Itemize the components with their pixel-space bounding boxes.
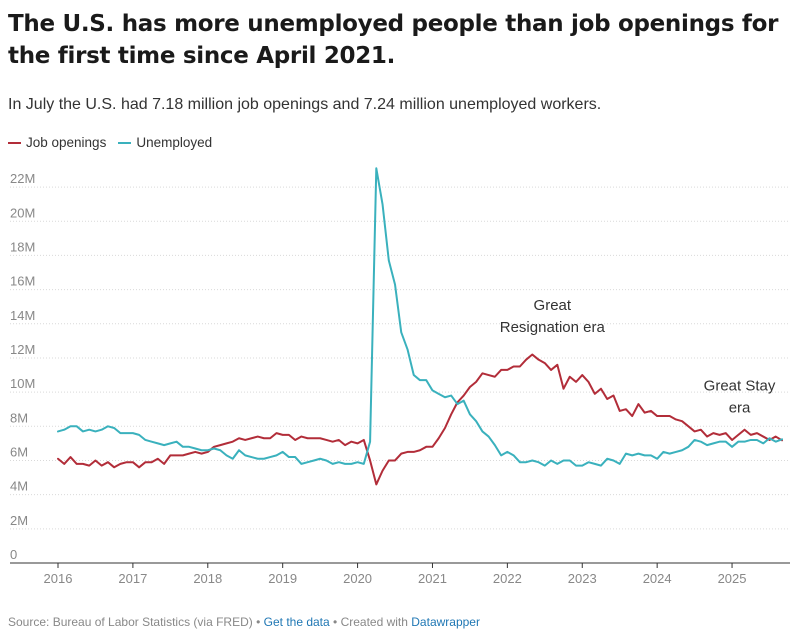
footer-source: Source: Bureau of Labor Statistics (via … <box>8 615 253 629</box>
footer-separator: • <box>252 615 264 629</box>
legend-swatch-unemployed <box>118 141 132 144</box>
annotation-label: Great Stay <box>704 377 776 394</box>
y-tick-label: 2M <box>10 513 28 528</box>
chart-legend: Job openings Unemployed <box>8 135 224 150</box>
annotation-label: era <box>729 399 751 416</box>
y-tick-label: 6M <box>10 444 28 459</box>
legend-item-unemployed[interactable]: Unemployed <box>118 135 212 150</box>
x-tick-labels: 2016 2017 2018 2019 2020 2021 2022 2023 2024 2025 <box>44 563 747 586</box>
footer-created-with: Created with <box>340 615 412 629</box>
annotations: Great Resignation era Great Stay era <box>500 297 776 416</box>
series-line-job-openings[interactable] <box>57 353 783 486</box>
series-lines <box>57 167 783 486</box>
footer-separator: • <box>329 615 341 629</box>
y-tick-label: 10M <box>10 376 35 391</box>
y-tick-labels: 0 2M 4M 6M 8M 10M 12M 14M 16M 18M 20M 22M <box>10 171 35 562</box>
y-tick-label: 12M <box>10 342 35 357</box>
y-tick-label: 8M <box>10 410 28 425</box>
legend-item-job-openings[interactable]: Job openings <box>8 135 106 150</box>
x-tick-label: 2021 <box>418 571 447 586</box>
y-tick-label: 18M <box>10 239 35 254</box>
legend-label-job-openings: Job openings <box>26 135 107 150</box>
x-tick-label: 2019 <box>268 571 297 586</box>
legend-label-unemployed: Unemployed <box>136 135 213 150</box>
y-tick-label: 22M <box>10 171 35 186</box>
x-tick-label: 2025 <box>718 571 747 586</box>
chart-subtitle: In July the U.S. had 7.18 million job op… <box>8 96 602 113</box>
x-tick-label: 2024 <box>643 571 672 586</box>
annotation-label: Great <box>534 297 572 314</box>
x-tick-label: 2018 <box>193 571 222 586</box>
x-tick-label: 2016 <box>44 571 73 586</box>
series-line-unemployed[interactable] <box>57 167 783 467</box>
y-tick-label: 4M <box>10 479 28 494</box>
x-tick-label: 2023 <box>568 571 597 586</box>
y-tick-label: 16M <box>10 274 35 289</box>
y-tick-label: 0 <box>10 547 17 562</box>
annotation-label: Resignation era <box>500 319 606 336</box>
legend-swatch-job-openings <box>8 141 21 144</box>
x-tick-label: 2022 <box>493 571 522 586</box>
x-tick-label: 2020 <box>343 571 372 586</box>
grid-lines <box>10 186 790 564</box>
x-tick-label: 2017 <box>118 571 147 586</box>
datawrapper-link[interactable]: Datawrapper <box>411 615 480 629</box>
chart-footer: Source: Bureau of Labor Statistics (via … <box>8 615 480 629</box>
get-data-link[interactable]: Get the data <box>263 615 330 629</box>
chart-title: The U.S. has more unemployed people than… <box>8 11 779 69</box>
y-tick-label: 20M <box>10 205 35 220</box>
y-tick-label: 14M <box>10 308 35 323</box>
